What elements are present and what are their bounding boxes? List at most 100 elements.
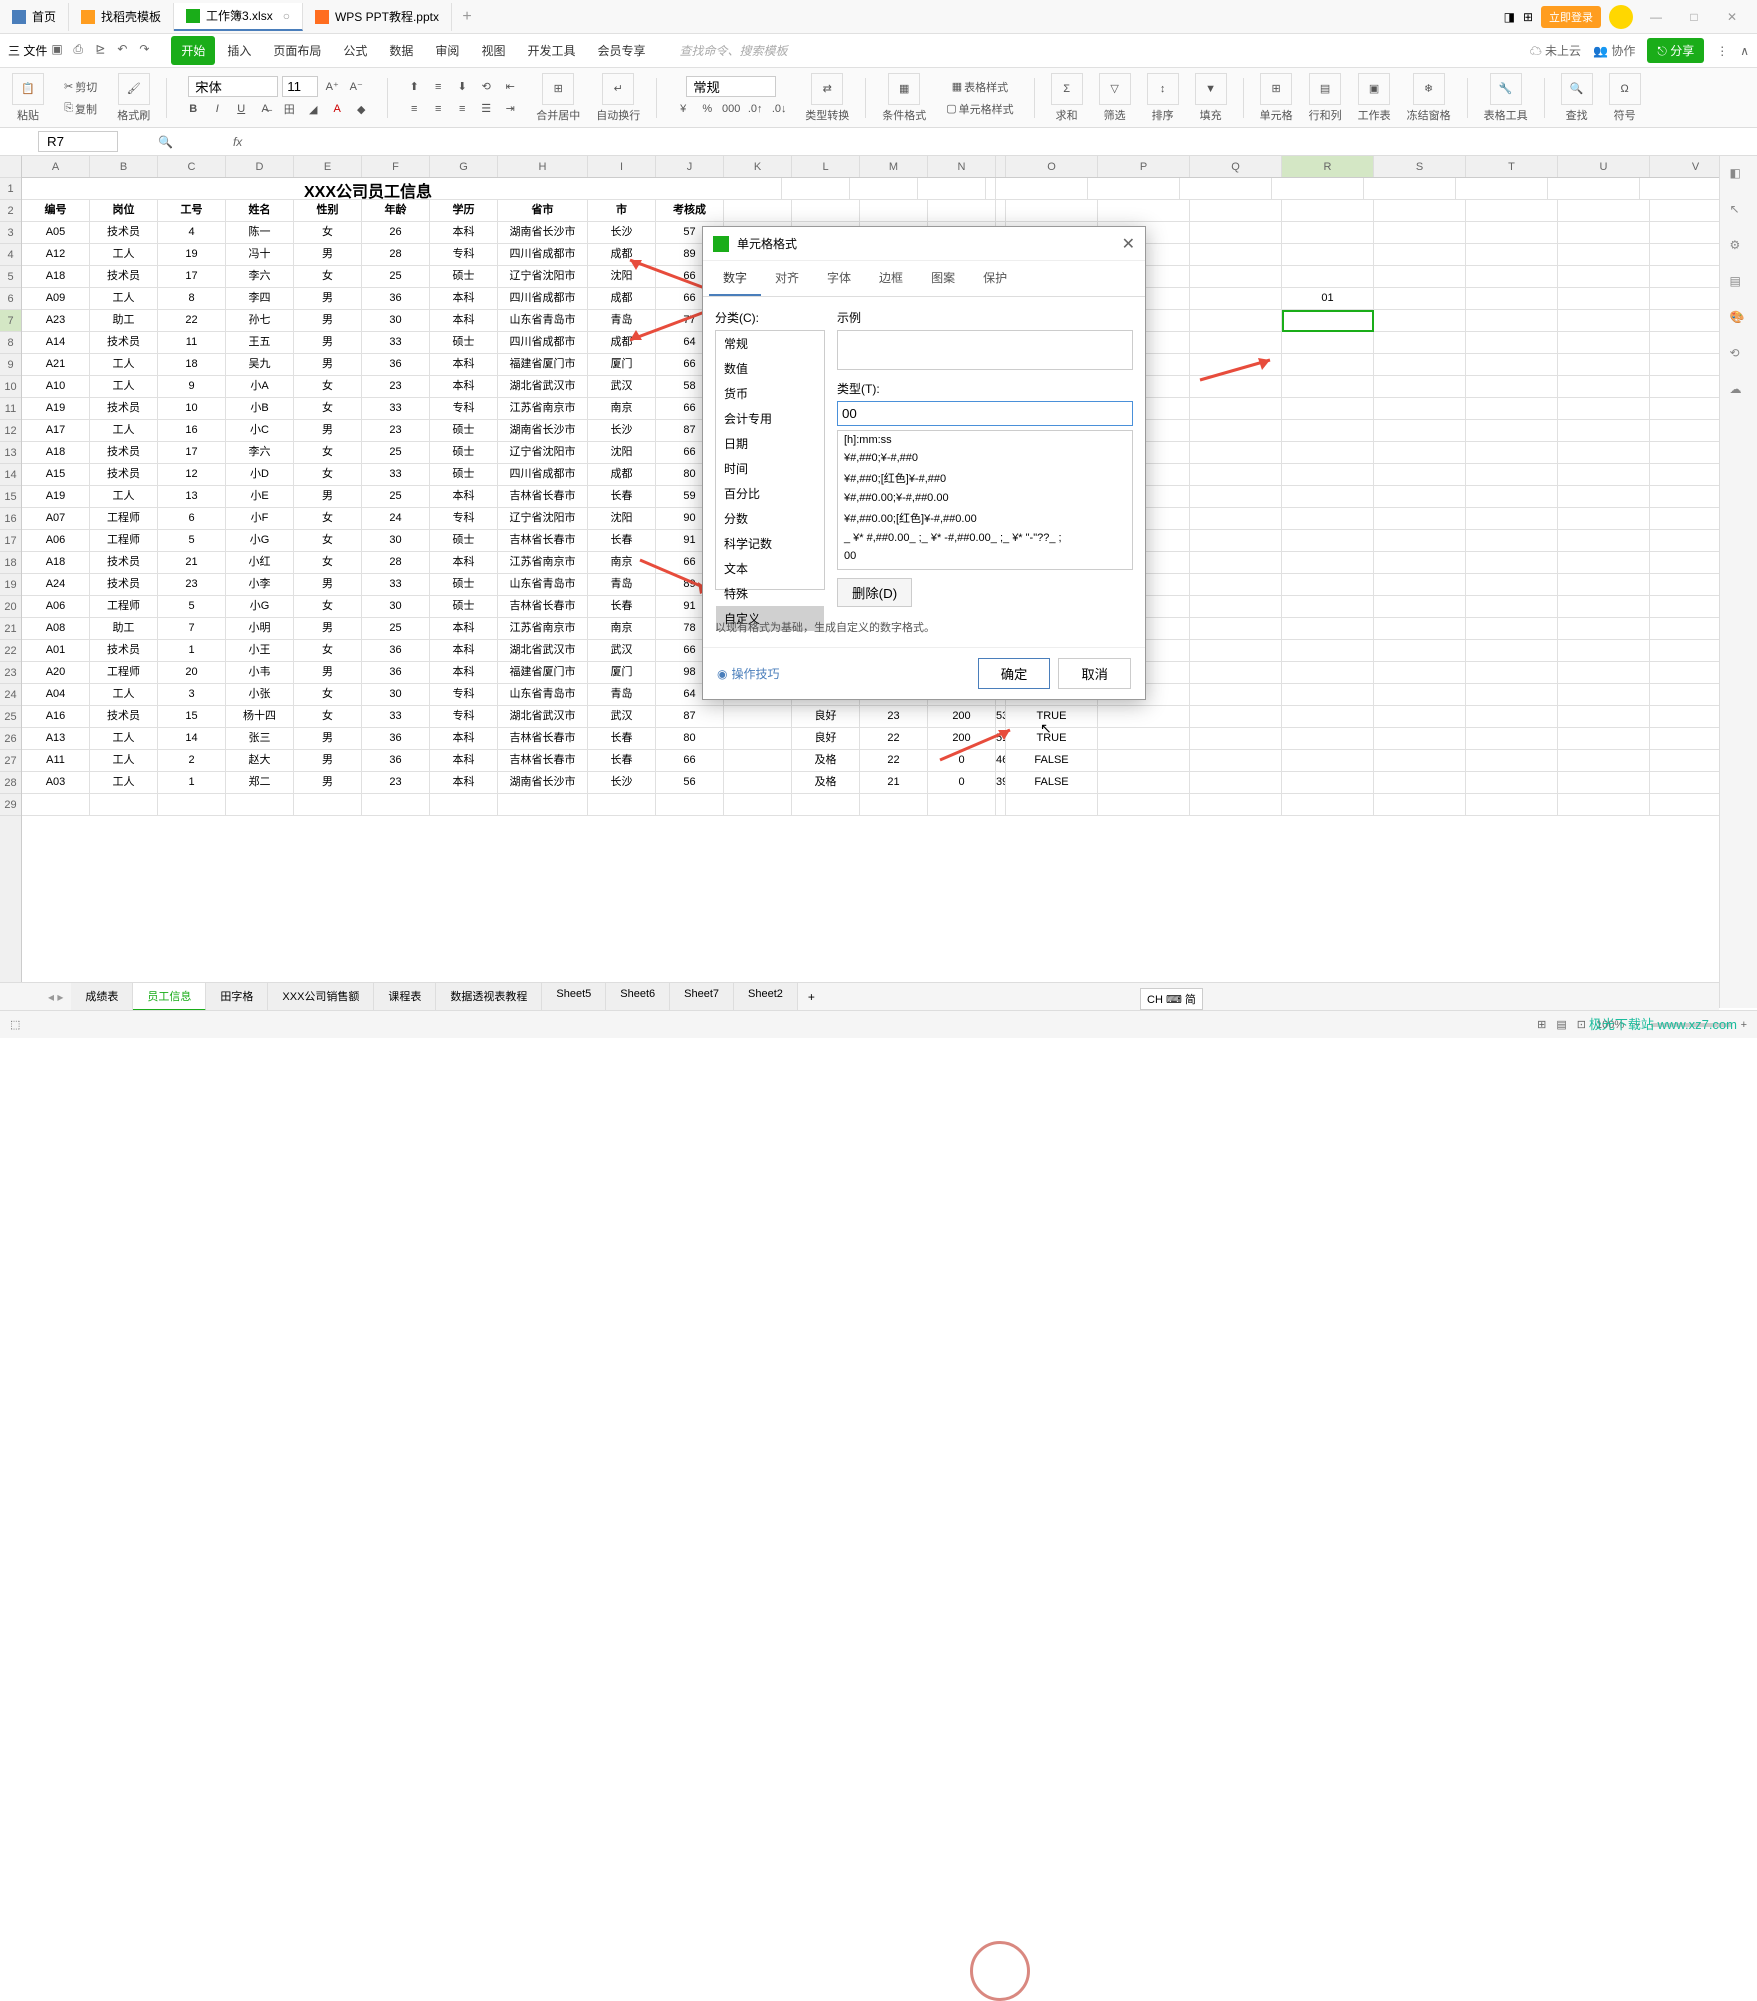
cell[interactable] [996, 178, 1088, 200]
cell[interactable]: FALSE [1006, 750, 1098, 772]
cell[interactable]: 本科 [430, 310, 498, 332]
cell[interactable] [1374, 750, 1466, 772]
cell[interactable]: 6 [158, 508, 226, 530]
cell[interactable]: 青岛 [588, 684, 656, 706]
row-header[interactable]: 18 [0, 552, 21, 574]
format-item[interactable]: ¥#,##0.00;[红色]¥-#,##0.00 [838, 507, 1132, 529]
cell[interactable]: 工人 [90, 772, 158, 794]
col-header[interactable]: T [1466, 156, 1558, 177]
cell[interactable] [1558, 640, 1650, 662]
tab-add[interactable]: + [452, 8, 482, 26]
outdent-icon[interactable]: ⇥ [500, 99, 520, 119]
category-item[interactable]: 特殊 [716, 581, 824, 606]
cell[interactable]: 33 [362, 574, 430, 596]
cell[interactable]: 本科 [430, 222, 498, 244]
cell[interactable]: 小E [226, 486, 294, 508]
cell[interactable] [1098, 728, 1190, 750]
cell[interactable]: A16 [22, 706, 90, 728]
cell[interactable]: 江苏省南京市 [498, 618, 588, 640]
cell[interactable]: 20 [158, 662, 226, 684]
cell[interactable] [928, 200, 996, 222]
cell[interactable]: 吉林省长春市 [498, 596, 588, 618]
cell[interactable] [1466, 574, 1558, 596]
cell[interactable] [1466, 552, 1558, 574]
cell[interactable]: 女 [294, 596, 362, 618]
cell[interactable] [1374, 640, 1466, 662]
cell[interactable]: 四川省成都市 [498, 244, 588, 266]
col-header[interactable]: L [792, 156, 860, 177]
cell[interactable]: 良好 [792, 706, 860, 728]
cut-button[interactable]: ✂ 剪切 [60, 77, 101, 97]
cell[interactable]: 长春 [588, 750, 656, 772]
cell[interactable]: 硕士 [430, 442, 498, 464]
cell[interactable] [1282, 222, 1374, 244]
cell[interactable]: A01 [22, 640, 90, 662]
sheet-tab[interactable]: 课程表 [374, 983, 436, 1011]
cell[interactable] [1456, 178, 1548, 200]
fill-button[interactable]: ▼ [1195, 73, 1227, 105]
maximize-button[interactable]: □ [1679, 10, 1709, 24]
cell[interactable]: 省市 [498, 200, 588, 222]
cell[interactable]: A09 [22, 288, 90, 310]
cell[interactable] [1558, 662, 1650, 684]
cell[interactable]: 小G [226, 530, 294, 552]
file-menu[interactable]: 三 文件 [8, 42, 47, 59]
col-header[interactable]: H [498, 156, 588, 177]
cell[interactable]: 江苏省南京市 [498, 552, 588, 574]
cell[interactable]: 郑二 [226, 772, 294, 794]
format-painter-button[interactable]: 🖌 [118, 73, 150, 105]
category-item[interactable]: 日期 [716, 431, 824, 456]
filter-button[interactable]: ▽ [1099, 73, 1131, 105]
sheet-tab[interactable]: 数据透视表教程 [436, 983, 542, 1011]
cell[interactable] [1190, 596, 1282, 618]
cell[interactable] [1374, 508, 1466, 530]
cell[interactable] [1190, 464, 1282, 486]
row-header[interactable]: 2 [0, 200, 21, 222]
format-item[interactable]: _ ¥* #,##0.00_ ;_ ¥* -#,##0.00_ ;_ ¥* "-… [838, 529, 1132, 547]
cell[interactable]: 专科 [430, 706, 498, 728]
cell[interactable]: 小D [226, 464, 294, 486]
cell[interactable]: 5300 [996, 706, 1006, 728]
cell[interactable] [1374, 684, 1466, 706]
cell[interactable] [1190, 420, 1282, 442]
cell[interactable]: 本科 [430, 662, 498, 684]
cell[interactable] [1558, 310, 1650, 332]
cell[interactable]: 青岛 [588, 310, 656, 332]
select-icon[interactable]: ↖ [1730, 202, 1748, 220]
col-header[interactable]: G [430, 156, 498, 177]
category-item[interactable]: 会计专用 [716, 406, 824, 431]
cell[interactable] [1282, 772, 1374, 794]
cell[interactable] [1282, 442, 1374, 464]
cell[interactable] [1098, 706, 1190, 728]
cell[interactable] [656, 794, 724, 816]
backup-icon[interactable]: ☁ [1730, 382, 1748, 400]
cell[interactable]: 良好 [792, 728, 860, 750]
cell[interactable]: 吴九 [226, 354, 294, 376]
cell[interactable]: 男 [294, 662, 362, 684]
cell[interactable] [1190, 750, 1282, 772]
cell[interactable]: 湖北省武汉市 [498, 376, 588, 398]
cell[interactable] [1006, 794, 1098, 816]
sheet-tab[interactable]: 田字格 [206, 983, 268, 1011]
cell[interactable] [1282, 398, 1374, 420]
cell[interactable]: A06 [22, 596, 90, 618]
cell[interactable] [1466, 530, 1558, 552]
cell[interactable]: 沈阳 [588, 442, 656, 464]
cell[interactable] [1282, 794, 1374, 816]
cell[interactable]: 36 [362, 640, 430, 662]
cell[interactable]: 陈一 [226, 222, 294, 244]
cell[interactable]: 66 [656, 750, 724, 772]
cell[interactable]: 工程师 [90, 662, 158, 684]
cell[interactable]: FALSE [1006, 772, 1098, 794]
cell[interactable] [1558, 728, 1650, 750]
cell[interactable] [1374, 288, 1466, 310]
dialog-tab[interactable]: 字体 [813, 261, 865, 296]
cell[interactable] [1558, 618, 1650, 640]
cell[interactable]: 吉林省长春市 [498, 486, 588, 508]
cell[interactable]: 工程师 [90, 596, 158, 618]
row-header[interactable]: 24 [0, 684, 21, 706]
sort-button[interactable]: ↕ [1147, 73, 1179, 105]
cell[interactable] [1282, 662, 1374, 684]
cell[interactable]: 女 [294, 442, 362, 464]
sum-button[interactable]: Σ [1051, 73, 1083, 105]
